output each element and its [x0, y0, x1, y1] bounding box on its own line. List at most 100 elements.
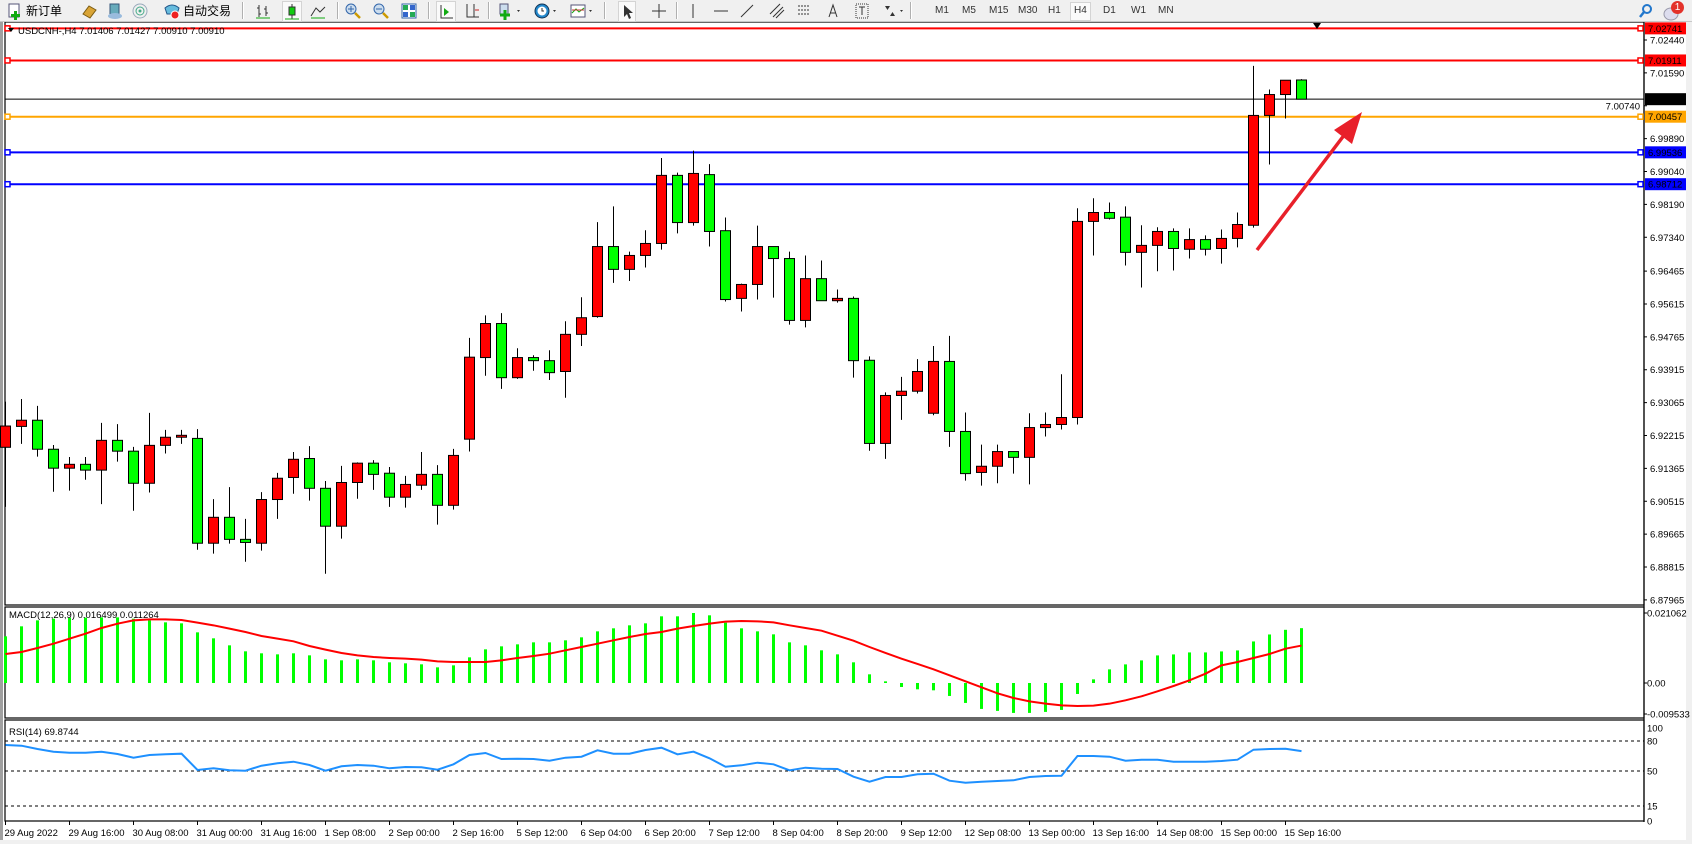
cursor-tool-button[interactable] — [618, 1, 636, 22]
notification-badge: 1 — [1671, 1, 1684, 14]
zoom-in-icon — [344, 2, 362, 20]
macd-histogram-bar — [1220, 651, 1223, 683]
macd-histogram-bar — [164, 622, 167, 683]
timeframe-h4[interactable]: H4 — [1070, 2, 1091, 21]
zoom-out-button[interactable] — [372, 1, 390, 20]
level-anchor-handle — [1637, 25, 1644, 32]
candle-body — [976, 465, 987, 473]
trendline-tool-button[interactable] — [738, 1, 756, 20]
new-order-button[interactable]: 新订单 — [6, 1, 62, 20]
arrows-tool-button[interactable] — [882, 1, 908, 20]
vertical-line-tool-button[interactable] — [686, 1, 700, 20]
macd-panel — [4, 612, 1303, 713]
candle-body — [48, 448, 59, 469]
line-chart-button[interactable] — [309, 1, 327, 20]
candle-body — [624, 254, 635, 270]
macd-histogram-bar — [388, 662, 391, 683]
template-icon — [569, 2, 595, 20]
timeframe-w1[interactable]: W1 — [1131, 5, 1146, 16]
candle-body — [176, 434, 187, 438]
candle-body — [608, 246, 619, 270]
equidistant-channel-tool-button[interactable] — [768, 1, 788, 20]
chart-header: USDCNH-,H4 7.01406 7.01427 7.00910 7.009… — [18, 26, 225, 37]
signals-button[interactable] — [131, 1, 149, 20]
time-tick-label: 8 Sep 20:00 — [837, 828, 888, 839]
macd-histogram-bar — [404, 663, 407, 683]
candle-body — [32, 419, 43, 450]
search-button[interactable] — [1638, 1, 1654, 20]
candle-body — [784, 258, 795, 321]
timeframe-m5[interactable]: M5 — [962, 5, 976, 16]
candle-body — [416, 473, 427, 486]
timeframe-mn[interactable]: MN — [1158, 5, 1174, 16]
candle-body — [128, 450, 139, 484]
timeframe-h1[interactable]: H1 — [1048, 5, 1061, 16]
trend-arrow-annotation[interactable] — [1255, 112, 1362, 252]
candle — [1088, 198, 1099, 256]
candle — [304, 446, 315, 501]
candle-body — [848, 297, 859, 362]
macd-histogram-bar — [52, 618, 55, 683]
text-label-tool-button[interactable] — [854, 1, 870, 20]
notifications-button[interactable]: 1 — [1662, 1, 1686, 20]
macd-histogram-bar — [468, 657, 471, 683]
horizontal-line-tool-button[interactable] — [712, 1, 730, 20]
text-tool-button[interactable] — [826, 1, 840, 20]
status-strip — [0, 840, 1692, 844]
zoom-in-button[interactable] — [344, 1, 362, 20]
price-tick-label: 6.93915 — [1650, 365, 1684, 376]
level-price-tag — [1645, 146, 1686, 159]
candlestick-chart-button[interactable] — [282, 1, 302, 22]
candle-body — [672, 174, 683, 224]
templates-button[interactable] — [569, 1, 595, 20]
auto-trading-button[interactable]: 自动交易 — [163, 1, 231, 20]
candle-body — [512, 357, 523, 379]
price-tick-label: 6.92215 — [1650, 431, 1684, 442]
macd-histogram-bar — [852, 662, 855, 683]
macd-histogram-bar — [244, 651, 247, 683]
separator — [604, 2, 606, 19]
price-tick-label: 6.96465 — [1650, 267, 1684, 278]
chart-shift-button[interactable] — [463, 1, 481, 20]
timeframe-d1[interactable]: D1 — [1103, 5, 1116, 16]
chart-menu-triangle-icon[interactable] — [8, 28, 14, 32]
timeframe-m15[interactable]: M15 — [989, 5, 1009, 16]
macd-histogram-bar — [1236, 650, 1239, 683]
fibonacci-tool-button[interactable] — [796, 1, 814, 20]
macd-tick-label: 0.00 — [1647, 679, 1666, 690]
time-tick-label: 6 Sep 04:00 — [581, 828, 632, 839]
chart-window[interactable]: 7.02440 7.01590 7.00740 6.99890 6.99040 6.981… — [0, 22, 1692, 844]
candle-body — [752, 246, 763, 285]
macd-histogram-bar — [1252, 641, 1255, 683]
bar-chart-button[interactable] — [254, 1, 272, 20]
candle-body — [544, 360, 555, 374]
candle-body — [1152, 230, 1163, 246]
chart-shift-marker-icon[interactable] — [1313, 23, 1321, 29]
macd-histogram-bar — [148, 620, 151, 683]
auto-scroll-button[interactable] — [436, 1, 456, 22]
timeframe-m30[interactable]: M30 — [1018, 5, 1038, 16]
price-tick-label: 7.00740 — [1606, 101, 1640, 112]
candle — [1008, 451, 1019, 474]
periods-button[interactable] — [533, 1, 559, 20]
macd-histogram-bar — [868, 674, 871, 683]
candle-body — [560, 333, 571, 372]
timeframe-m1[interactable]: M1 — [935, 5, 949, 16]
candle — [320, 480, 331, 574]
market-watch-button[interactable] — [80, 1, 98, 20]
level-price-label: 7.02741 — [1648, 24, 1682, 35]
folder-icon — [80, 2, 98, 20]
candle-body — [368, 462, 379, 475]
indicators-button[interactable] — [497, 1, 523, 20]
time-tick-label: 31 Aug 16:00 — [261, 828, 317, 839]
candle — [592, 222, 603, 318]
candle-body — [1280, 79, 1291, 96]
macd-histogram-bar — [100, 617, 103, 683]
macd-histogram-bar — [628, 625, 631, 683]
terminal-button[interactable] — [106, 1, 124, 20]
level-anchor-handle — [4, 149, 11, 156]
tile-windows-button[interactable] — [400, 1, 418, 20]
crosshair-tool-button[interactable] — [650, 1, 668, 20]
macd-histogram-bar — [1300, 628, 1303, 683]
candle — [768, 246, 779, 298]
